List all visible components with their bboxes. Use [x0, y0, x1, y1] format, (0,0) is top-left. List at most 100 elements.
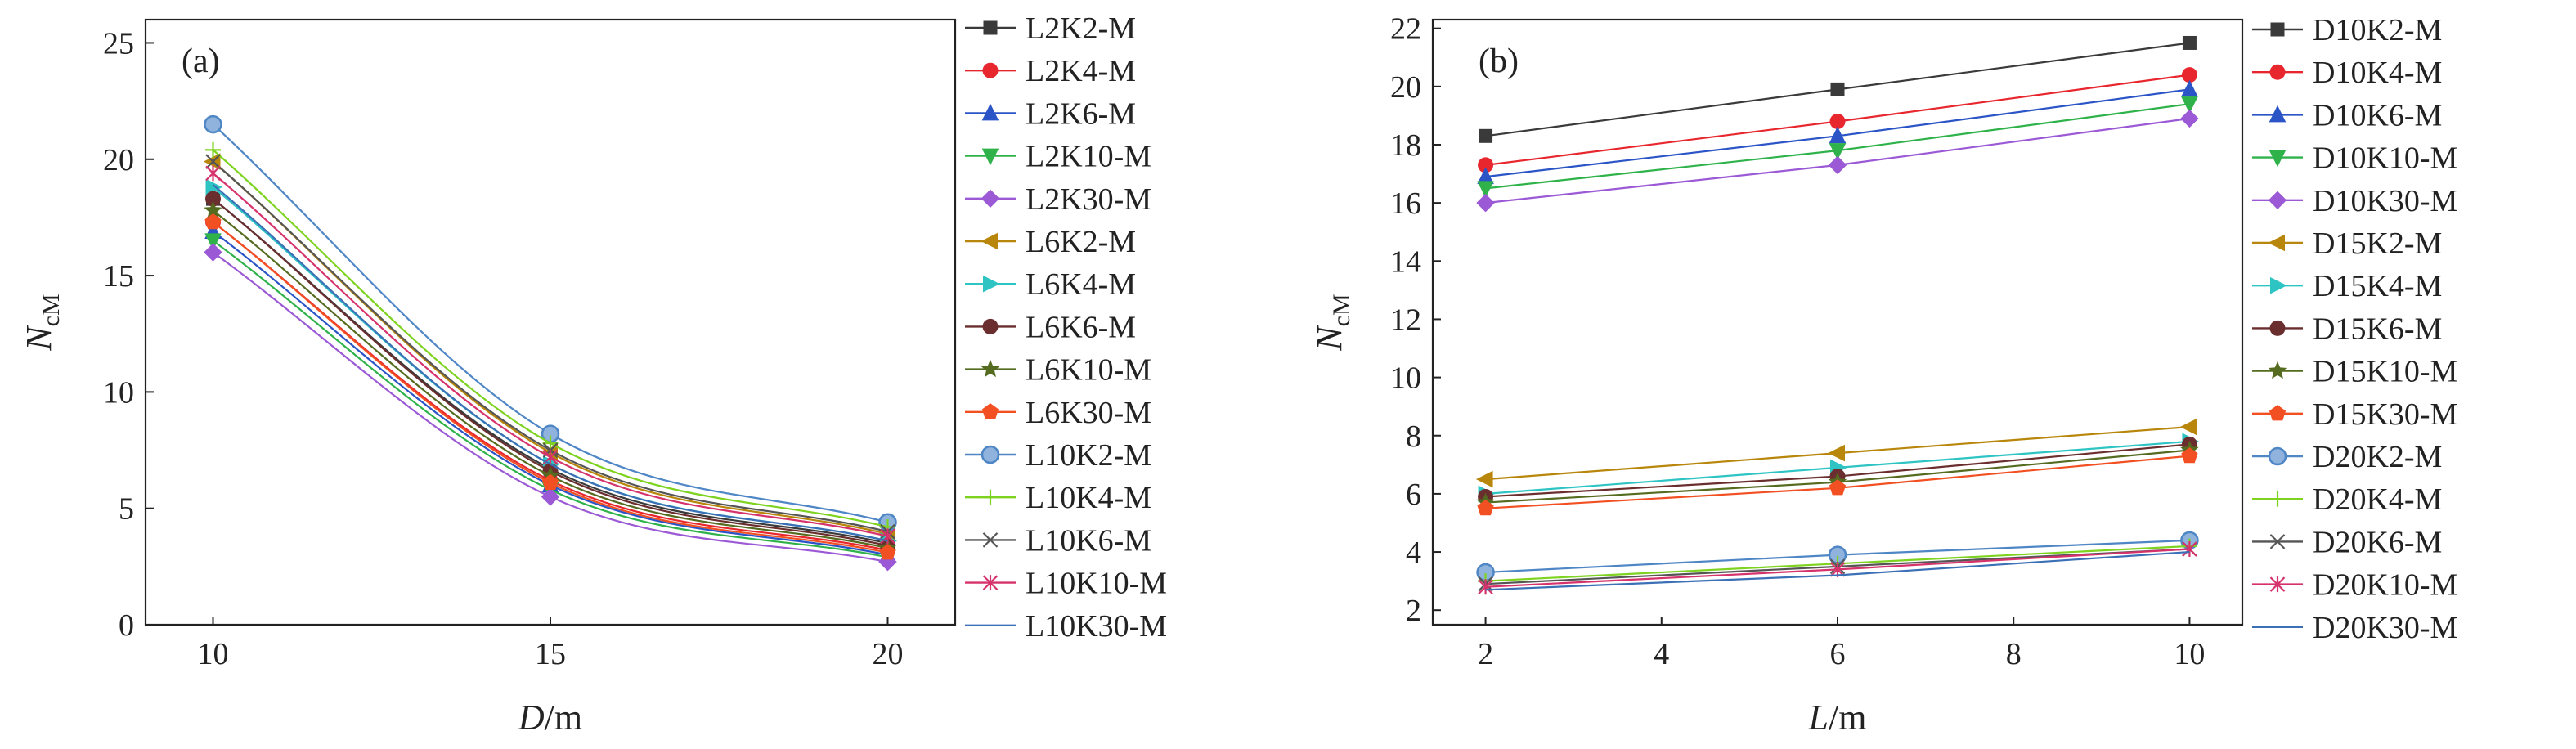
- legend-label: D15K6-M: [2313, 312, 2442, 346]
- data-point: [1828, 155, 1847, 175]
- legend-label: D10K2-M: [2313, 13, 2442, 47]
- legend-swatch-marker: [982, 575, 999, 591]
- legend-label: D20K6-M: [2313, 525, 2442, 559]
- legend-label: L2K10-M: [1025, 140, 1151, 174]
- legend-label: D20K10-M: [2313, 568, 2457, 603]
- y-tick-label: 6: [1406, 478, 1421, 512]
- data-point: [2181, 67, 2197, 83]
- series-line: [212, 240, 888, 558]
- data-point: [541, 487, 560, 506]
- series-L10K30-M: [212, 184, 888, 542]
- data-point: [1476, 193, 1495, 213]
- legend-entry: L10K6-M: [965, 523, 1151, 558]
- data-point: [2181, 79, 2198, 97]
- legend-entry: D15K2-M: [2252, 226, 2442, 261]
- y-tick-label: 2: [1406, 594, 1421, 628]
- y-tick-label: 5: [119, 492, 134, 527]
- series-line: [212, 198, 888, 547]
- legend-label: L2K4-M: [1025, 54, 1136, 88]
- data-point: [205, 141, 221, 158]
- legend-entry: L2K10-M: [965, 140, 1151, 174]
- legend-entry: D20K6-M: [2252, 525, 2442, 559]
- legend-swatch-marker: [981, 359, 1000, 378]
- series-line: [212, 209, 888, 549]
- data-point: [1829, 143, 1847, 160]
- panel-b: (b) 2 4 6 8 10 2 4 6 8 10 12 14 16 18 20 22 D10K2-M D10K…: [1309, 12, 2457, 738]
- legend-label: L10K10-M: [1025, 567, 1167, 601]
- data-point: [879, 544, 896, 560]
- legend-label: L6K10-M: [1025, 353, 1151, 388]
- panel-b-x-axis-label: L/m: [1808, 697, 1867, 738]
- series-L2K30-M: [204, 243, 897, 572]
- legend-swatch-marker: [2269, 105, 2287, 123]
- legend-entry: L2K2-M: [965, 11, 1136, 46]
- legend-entry: L10K10-M: [965, 567, 1167, 601]
- legend-label: L2K6-M: [1025, 96, 1136, 131]
- data-point: [1829, 114, 1846, 130]
- series-line: [212, 231, 888, 556]
- series-line: [212, 160, 888, 533]
- data-point: [1829, 126, 1847, 144]
- series-D10K10-M: [1477, 96, 2198, 198]
- y-axis-label-variable: N: [19, 325, 59, 352]
- legend-label: L6K2-M: [1025, 225, 1136, 259]
- series-L2K4-M: [205, 214, 895, 558]
- y-tick-label: 25: [103, 26, 134, 61]
- legend-swatch-marker: [983, 275, 1000, 293]
- series-D10K30-M: [1476, 109, 2199, 213]
- data-point: [204, 213, 222, 230]
- series-L6K30-M: [204, 213, 896, 560]
- x-tick-label: 10: [2174, 637, 2205, 671]
- series-line: [212, 149, 888, 528]
- legend-label: L6K4-M: [1025, 267, 1136, 302]
- legend-swatch-marker: [981, 148, 999, 166]
- series-D15K30-M: [1477, 447, 2198, 516]
- legend-swatch-marker: [2269, 150, 2287, 168]
- series-D10K4-M: [1478, 67, 2197, 173]
- y-tick-label: 20: [103, 143, 134, 177]
- y-tick-label: 8: [1406, 419, 1421, 454]
- legend-entry: D20K30-M: [2252, 611, 2457, 645]
- legend-entry: D10K4-M: [2252, 56, 2442, 90]
- legend-swatch-marker: [981, 103, 999, 121]
- legend-entry: L6K10-M: [965, 353, 1151, 388]
- panel-a-label: (a): [182, 43, 220, 80]
- y-tick-label: 15: [103, 259, 134, 294]
- legend-label: D15K30-M: [2313, 397, 2457, 432]
- series-D10K2-M: [1479, 35, 2197, 143]
- y-axis-label-variable: N: [1309, 325, 1349, 352]
- panel-a-y-axis-label: NcM: [19, 294, 65, 351]
- legend-entry: L2K4-M: [965, 54, 1136, 88]
- panel-b-label: (b): [1479, 43, 1519, 80]
- legend-swatch-marker: [2269, 64, 2286, 80]
- y-tick-label: 12: [1390, 303, 1421, 337]
- x-tick-label: 2: [1478, 637, 1493, 671]
- legend-swatch-marker: [2269, 534, 2286, 549]
- legend-entry: D15K6-M: [2252, 312, 2442, 346]
- series-L10K10-M: [205, 165, 895, 545]
- data-point: [1478, 579, 1493, 595]
- data-point: [1478, 157, 1494, 173]
- legend-label: D10K10-M: [2313, 141, 2457, 176]
- legend-swatch-marker: [2268, 361, 2287, 379]
- data-point: [1479, 128, 1493, 143]
- data-point: [205, 154, 221, 169]
- legend-label: D15K10-M: [2313, 355, 2457, 389]
- legend-label: D10K4-M: [2313, 56, 2442, 90]
- legend-entry: D15K10-M: [2252, 355, 2457, 389]
- data-point: [2181, 96, 2198, 114]
- x-tick-label: 8: [2006, 637, 2022, 671]
- legend-label: L2K30-M: [1025, 182, 1151, 217]
- legend-entry: L10K30-M: [965, 609, 1167, 644]
- legend-swatch-marker: [981, 403, 999, 419]
- x-tick-label: 20: [873, 637, 904, 671]
- data-point: [1477, 500, 1494, 516]
- legend-label: L10K2-M: [1025, 438, 1151, 473]
- x-tick-label: 6: [1830, 637, 1846, 671]
- legend-label: D10K30-M: [2313, 184, 2457, 218]
- data-point: [541, 473, 559, 490]
- data-point: [2179, 418, 2197, 436]
- y-tick-label: 4: [1406, 536, 1421, 570]
- x-tick-label: 15: [535, 637, 566, 671]
- legend-label: L6K30-M: [1025, 396, 1151, 430]
